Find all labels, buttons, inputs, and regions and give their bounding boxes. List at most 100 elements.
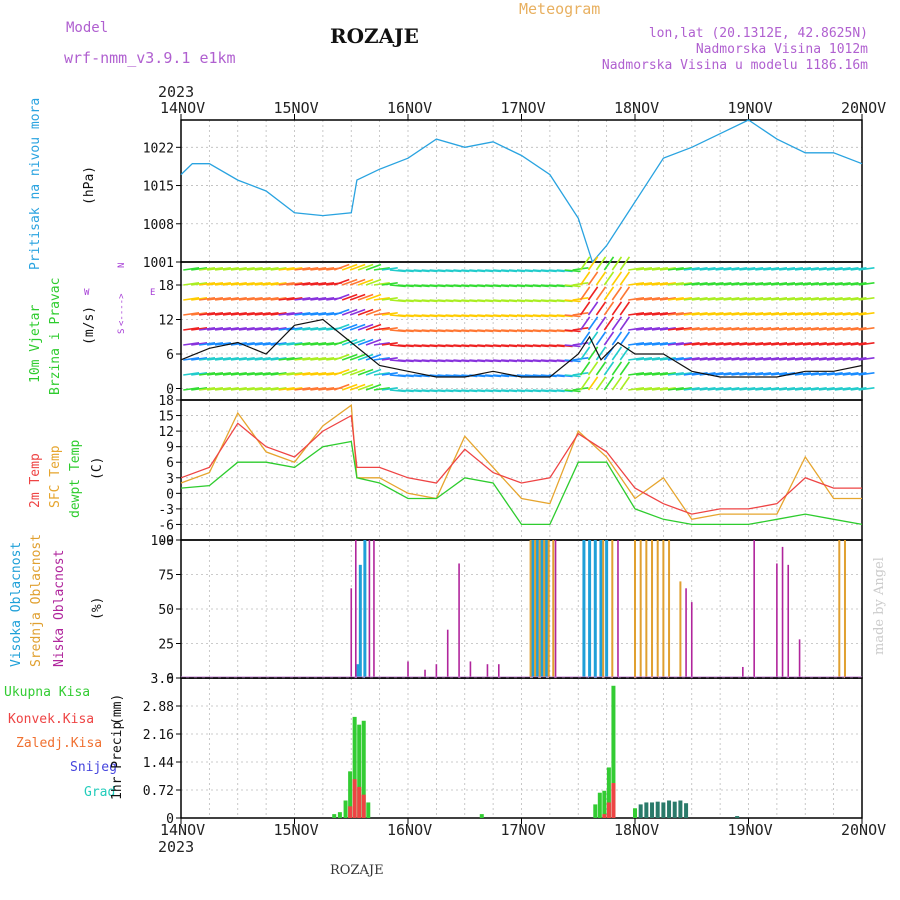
cloud-low-bar xyxy=(373,540,375,678)
wind-arrow xyxy=(579,256,591,271)
wind-arrow xyxy=(691,311,708,316)
wind-arrow xyxy=(373,371,390,376)
legend-total-rain: Ukupna Kisa xyxy=(4,685,91,700)
wind-arrow xyxy=(595,271,607,286)
wind-arrow xyxy=(834,371,851,376)
wind-arrow xyxy=(643,356,661,361)
wind-arrow xyxy=(214,326,232,331)
wind-arrow xyxy=(318,371,335,376)
top-day-label: 16NOV xyxy=(387,99,433,117)
wind-arrow xyxy=(183,296,200,301)
wind-arrow xyxy=(628,311,645,316)
cloud-low-bar xyxy=(690,602,693,678)
wind-arrow xyxy=(294,371,311,376)
bottom-day-label: 20NOV xyxy=(841,821,887,839)
wind-arrow xyxy=(731,296,748,301)
wind-arrow xyxy=(747,341,764,346)
wind-arrow xyxy=(262,311,279,316)
product-label: Meteogram xyxy=(519,0,601,18)
y-tick-label: 6 xyxy=(166,456,174,471)
snow-bar xyxy=(684,803,689,818)
wind-arrow xyxy=(771,311,788,316)
wind-arrow xyxy=(691,371,708,376)
wind-arrow xyxy=(850,266,867,271)
wind-arrow xyxy=(206,386,224,391)
wind-arrow xyxy=(246,281,263,286)
wind-arrow xyxy=(262,371,279,376)
wind-arrow xyxy=(794,341,811,346)
wind-arrow xyxy=(595,346,607,361)
wind-speed-line xyxy=(180,318,863,378)
wind-arrow xyxy=(183,266,200,271)
wind-arrow xyxy=(826,341,843,346)
wind-arrow xyxy=(747,326,764,331)
wind-arrow xyxy=(826,296,843,301)
wind-arrow xyxy=(723,326,740,331)
model-name: wrf-nmm_v3.9.1 e1km xyxy=(64,49,236,67)
wind-arrow xyxy=(842,281,859,286)
wind-arrow xyxy=(611,331,623,346)
wind-arrow xyxy=(191,341,208,346)
y-tick-label: 1.44 xyxy=(143,756,174,771)
wind-arrow xyxy=(779,296,796,301)
wind-arrow xyxy=(715,266,732,271)
wind-arrow xyxy=(286,341,303,346)
wind-arrow xyxy=(270,371,287,376)
wind-arrow xyxy=(595,301,607,316)
wind-arrow xyxy=(771,371,788,376)
wind-arrow xyxy=(771,341,788,346)
wind-arrow xyxy=(579,376,591,391)
wind-arrow xyxy=(278,356,295,361)
wind-arrow xyxy=(818,341,835,346)
cloud-high-bar xyxy=(531,540,535,678)
y-tick-label: 12 xyxy=(158,425,174,440)
wind-arrow xyxy=(786,356,804,361)
top-day-label: 20NOV xyxy=(841,99,887,117)
wind-arrow xyxy=(587,331,599,346)
wind-arrow xyxy=(214,296,232,301)
y-tick-label: -9 xyxy=(158,534,174,549)
cloud-mid-bar xyxy=(651,540,654,678)
wind-arrow xyxy=(278,266,295,271)
wind-arrow xyxy=(333,263,350,271)
wind-arrow xyxy=(628,281,645,286)
wind-arrow xyxy=(619,316,631,331)
wind-arrow xyxy=(779,266,796,271)
wind-arrow xyxy=(349,353,366,361)
wind-arrow xyxy=(675,311,692,316)
wind-arrow xyxy=(318,266,335,271)
wind-arrow xyxy=(723,371,740,376)
rain-total-bar xyxy=(357,724,362,818)
wind-arrow xyxy=(636,326,653,331)
wind-arrow xyxy=(675,296,692,301)
wind-arrow xyxy=(826,386,843,391)
cloud-high-bar xyxy=(599,540,603,678)
wind-arrow xyxy=(246,371,263,376)
cloud-mid-bar xyxy=(611,540,614,678)
wind-arrow xyxy=(310,356,327,361)
wind-arrow xyxy=(310,341,327,346)
y-tick-label: 15 xyxy=(158,410,174,425)
wind-arrow xyxy=(834,356,851,361)
y-tick-label: 18 xyxy=(158,394,174,409)
wind-arrow xyxy=(230,311,247,316)
wind-arrow xyxy=(659,341,676,346)
wind-arrow xyxy=(206,356,224,361)
wind-arrow xyxy=(564,329,581,333)
wind-arrow xyxy=(603,361,615,376)
wind-arrow xyxy=(651,371,668,376)
wind-arrow xyxy=(699,326,716,331)
wind-arrow xyxy=(818,266,835,271)
wind-arrow xyxy=(763,386,780,391)
wind-arrow xyxy=(183,356,200,361)
wind-arrow xyxy=(628,386,645,391)
wind-arrow xyxy=(294,356,311,361)
wind-arrow xyxy=(771,356,788,361)
top-day-label: 18NOV xyxy=(614,99,660,117)
wind-arrow xyxy=(349,383,366,391)
wind-arrow xyxy=(683,326,700,331)
wind-arrow xyxy=(270,356,287,361)
wind-arrow xyxy=(747,356,764,361)
cloud-low-bar xyxy=(486,664,489,678)
wind-arrow xyxy=(794,296,811,301)
